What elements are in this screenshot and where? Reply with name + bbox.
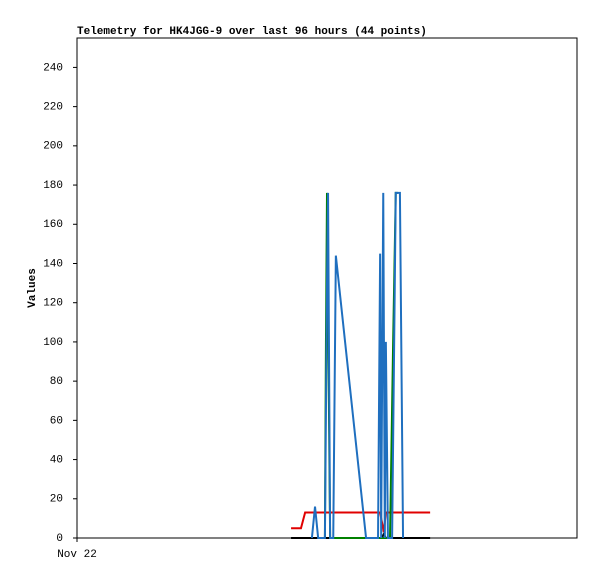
y-tick-label: 60 — [50, 415, 63, 427]
series-line — [310, 191, 405, 539]
y-tick-label: 40 — [50, 454, 63, 466]
y-tick-label: 140 — [43, 258, 63, 270]
y-tick-label: 120 — [43, 298, 63, 310]
y-tick-label: 20 — [50, 494, 63, 506]
x-tick-label: Nov 22 — [57, 549, 97, 561]
chart-title: Telemetry for HK4JGG-9 over last 96 hour… — [77, 26, 427, 38]
y-tick-label: 100 — [43, 337, 63, 349]
y-tick-label: 180 — [43, 180, 63, 192]
y-tick-label: 220 — [43, 102, 63, 114]
y-tick-label: 80 — [50, 376, 63, 388]
y-tick-label: 200 — [43, 141, 63, 153]
y-tick-label: 0 — [56, 533, 63, 545]
y-axis-label: Values — [27, 268, 39, 308]
y-tick-label: 240 — [43, 62, 63, 74]
y-tick-label: 160 — [43, 219, 63, 231]
